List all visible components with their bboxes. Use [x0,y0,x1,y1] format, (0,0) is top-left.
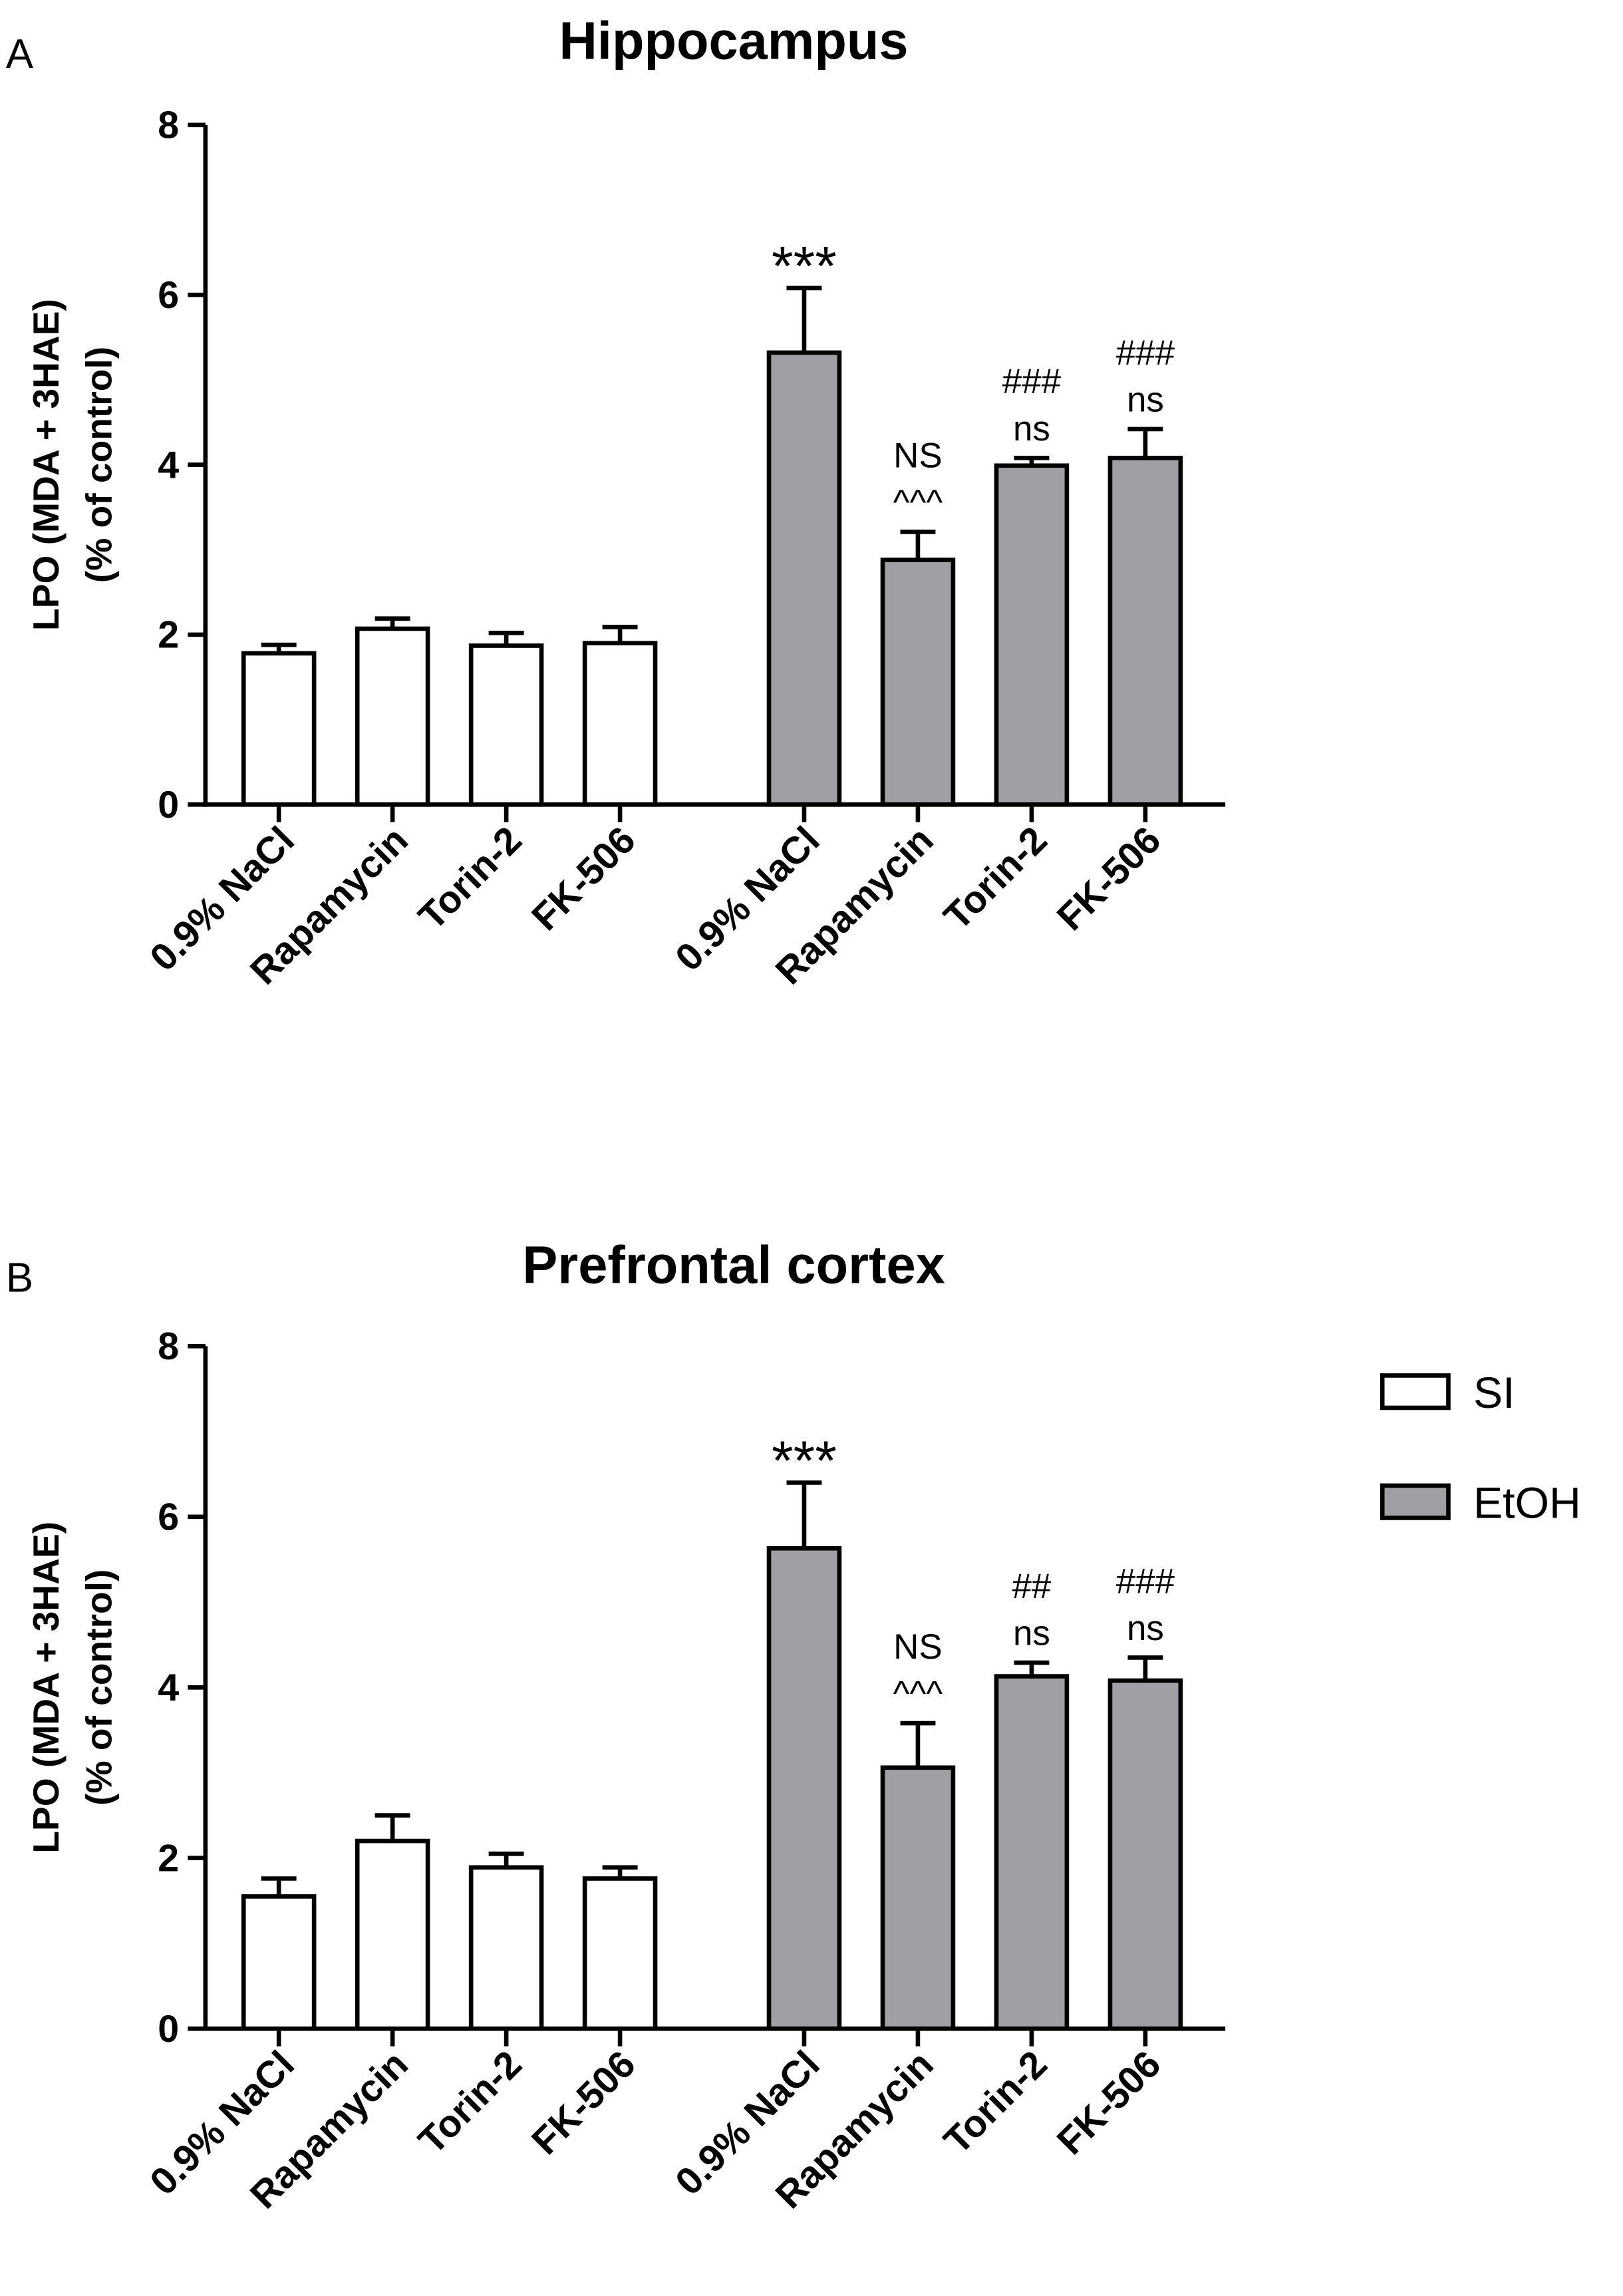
chart-title: Prefrontal cortex [522,1235,945,1294]
bar [582,641,658,807]
bar [766,350,842,807]
bar [468,1865,544,2031]
y-tick-label: 4 [158,1667,179,1709]
significance-label: ^^^ [893,1675,943,1714]
bar [880,1765,956,2031]
significance-label: ^^^ [893,483,943,522]
significance-label: *** [772,1429,837,1492]
chart-title: Hippocampus [559,11,909,71]
significance-label: ns [1127,1609,1164,1648]
legend-label: SI [1473,1369,1515,1418]
y-axis-label: LPO (MDA + 3HAE) [25,1522,67,1854]
y-tick-label: 0 [158,784,179,826]
y-tick-label: 0 [158,2008,179,2050]
legend-label: EtOH [1473,1478,1581,1528]
y-tick-label: 6 [158,274,179,317]
y-axis-label: (% of control) [78,1569,120,1806]
bar [355,626,430,807]
significance-label: NS [893,436,943,475]
significance-label: NS [893,1627,943,1667]
significance-label: *** [772,235,837,297]
significance-label: ns [1013,1614,1050,1653]
significance-label: ### [1116,1561,1175,1601]
significance-label: ns [1013,409,1050,448]
y-tick-label: 2 [158,1838,179,1880]
bar [241,651,317,807]
x-tick-label: Torin-2 [410,819,530,939]
y-tick-label: 2 [158,614,179,657]
bar [355,1838,430,2031]
significance-label: ns [1127,380,1164,419]
x-tick-label: Torin-2 [936,2043,1056,2162]
y-tick-label: 6 [158,1496,179,1539]
significance-label: ### [1116,333,1175,373]
bar [1107,456,1183,807]
bar [994,463,1070,807]
bar [582,1876,658,2031]
y-axis-label: (% of control) [78,347,120,583]
bar [241,1894,317,2031]
panel-label: A [6,31,34,77]
x-tick-label: FK-506 [1049,819,1169,939]
legend-swatch [1380,1373,1451,1410]
y-axis-label: LPO (MDA + 3HAE) [25,299,67,631]
significance-label: ## [1012,1567,1051,1606]
bar [1107,1678,1183,2031]
panel-label: B [6,1255,33,1301]
bar [994,1674,1070,2031]
bar [880,558,956,807]
bar [766,1546,842,2031]
x-tick-label: FK-506 [1049,2043,1169,2162]
bar [468,643,544,807]
x-tick-label: Torin-2 [936,819,1056,939]
y-tick-label: 8 [158,1325,179,1368]
y-tick-label: 8 [158,104,179,147]
x-tick-label: FK-506 [523,819,643,939]
y-tick-label: 4 [158,444,179,486]
x-tick-label: FK-506 [523,2043,643,2162]
significance-label: ### [1002,362,1062,401]
legend-swatch [1380,1483,1451,1520]
x-tick-label: Torin-2 [410,2043,530,2162]
